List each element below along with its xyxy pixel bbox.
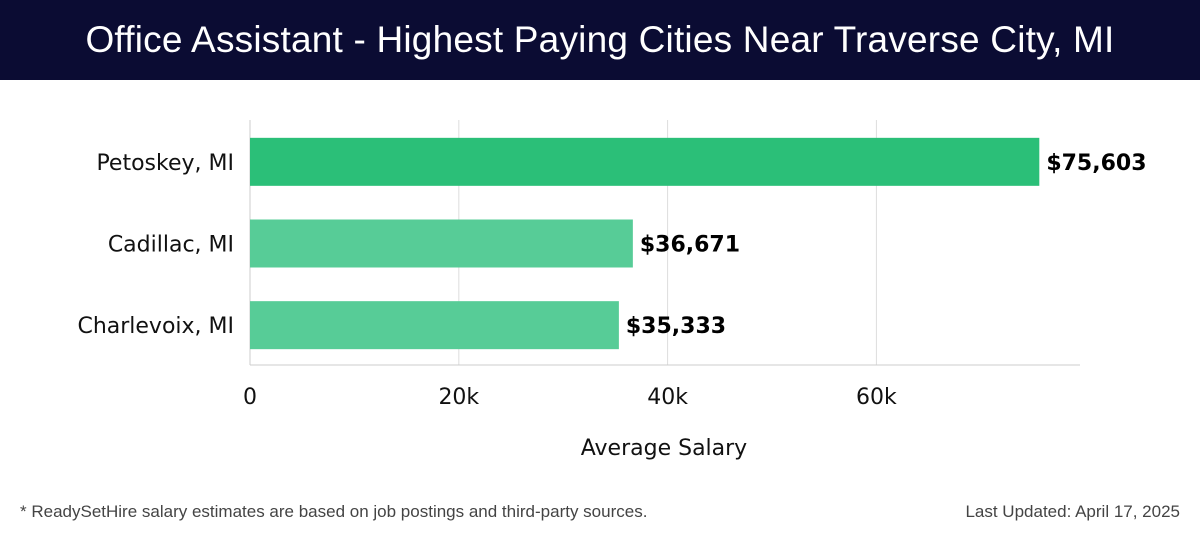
category-label: Petoskey, MI — [96, 151, 234, 176]
footnote: * ReadySetHire salary estimates are base… — [20, 502, 648, 521]
bar — [250, 301, 619, 350]
bar-chart: 0 20k 40k 60k Petoskey, MI $75,603 Cadillac, M… — [77, 120, 1147, 461]
x-tick-label: 0 — [243, 385, 257, 410]
bar — [250, 137, 1040, 186]
category-label: Cadillac, MI — [108, 233, 234, 258]
category-label: Charlevoix, MI — [77, 314, 234, 339]
bar — [250, 219, 633, 268]
x-tick-label: 60k — [856, 385, 897, 410]
chart-header: Office Assistant - Highest Paying Cities… — [0, 0, 1200, 80]
last-updated: Last Updated: April 17, 2025 — [965, 502, 1180, 521]
data-label: $36,671 — [640, 233, 740, 258]
data-label: $75,603 — [1046, 151, 1146, 176]
data-label: $35,333 — [626, 314, 726, 339]
x-tick-label: 40k — [647, 385, 688, 410]
x-tick-label: 20k — [438, 385, 479, 410]
chart-title: Office Assistant - Highest Paying Cities… — [85, 19, 1115, 60]
x-axis-title: Average Salary — [581, 436, 747, 461]
